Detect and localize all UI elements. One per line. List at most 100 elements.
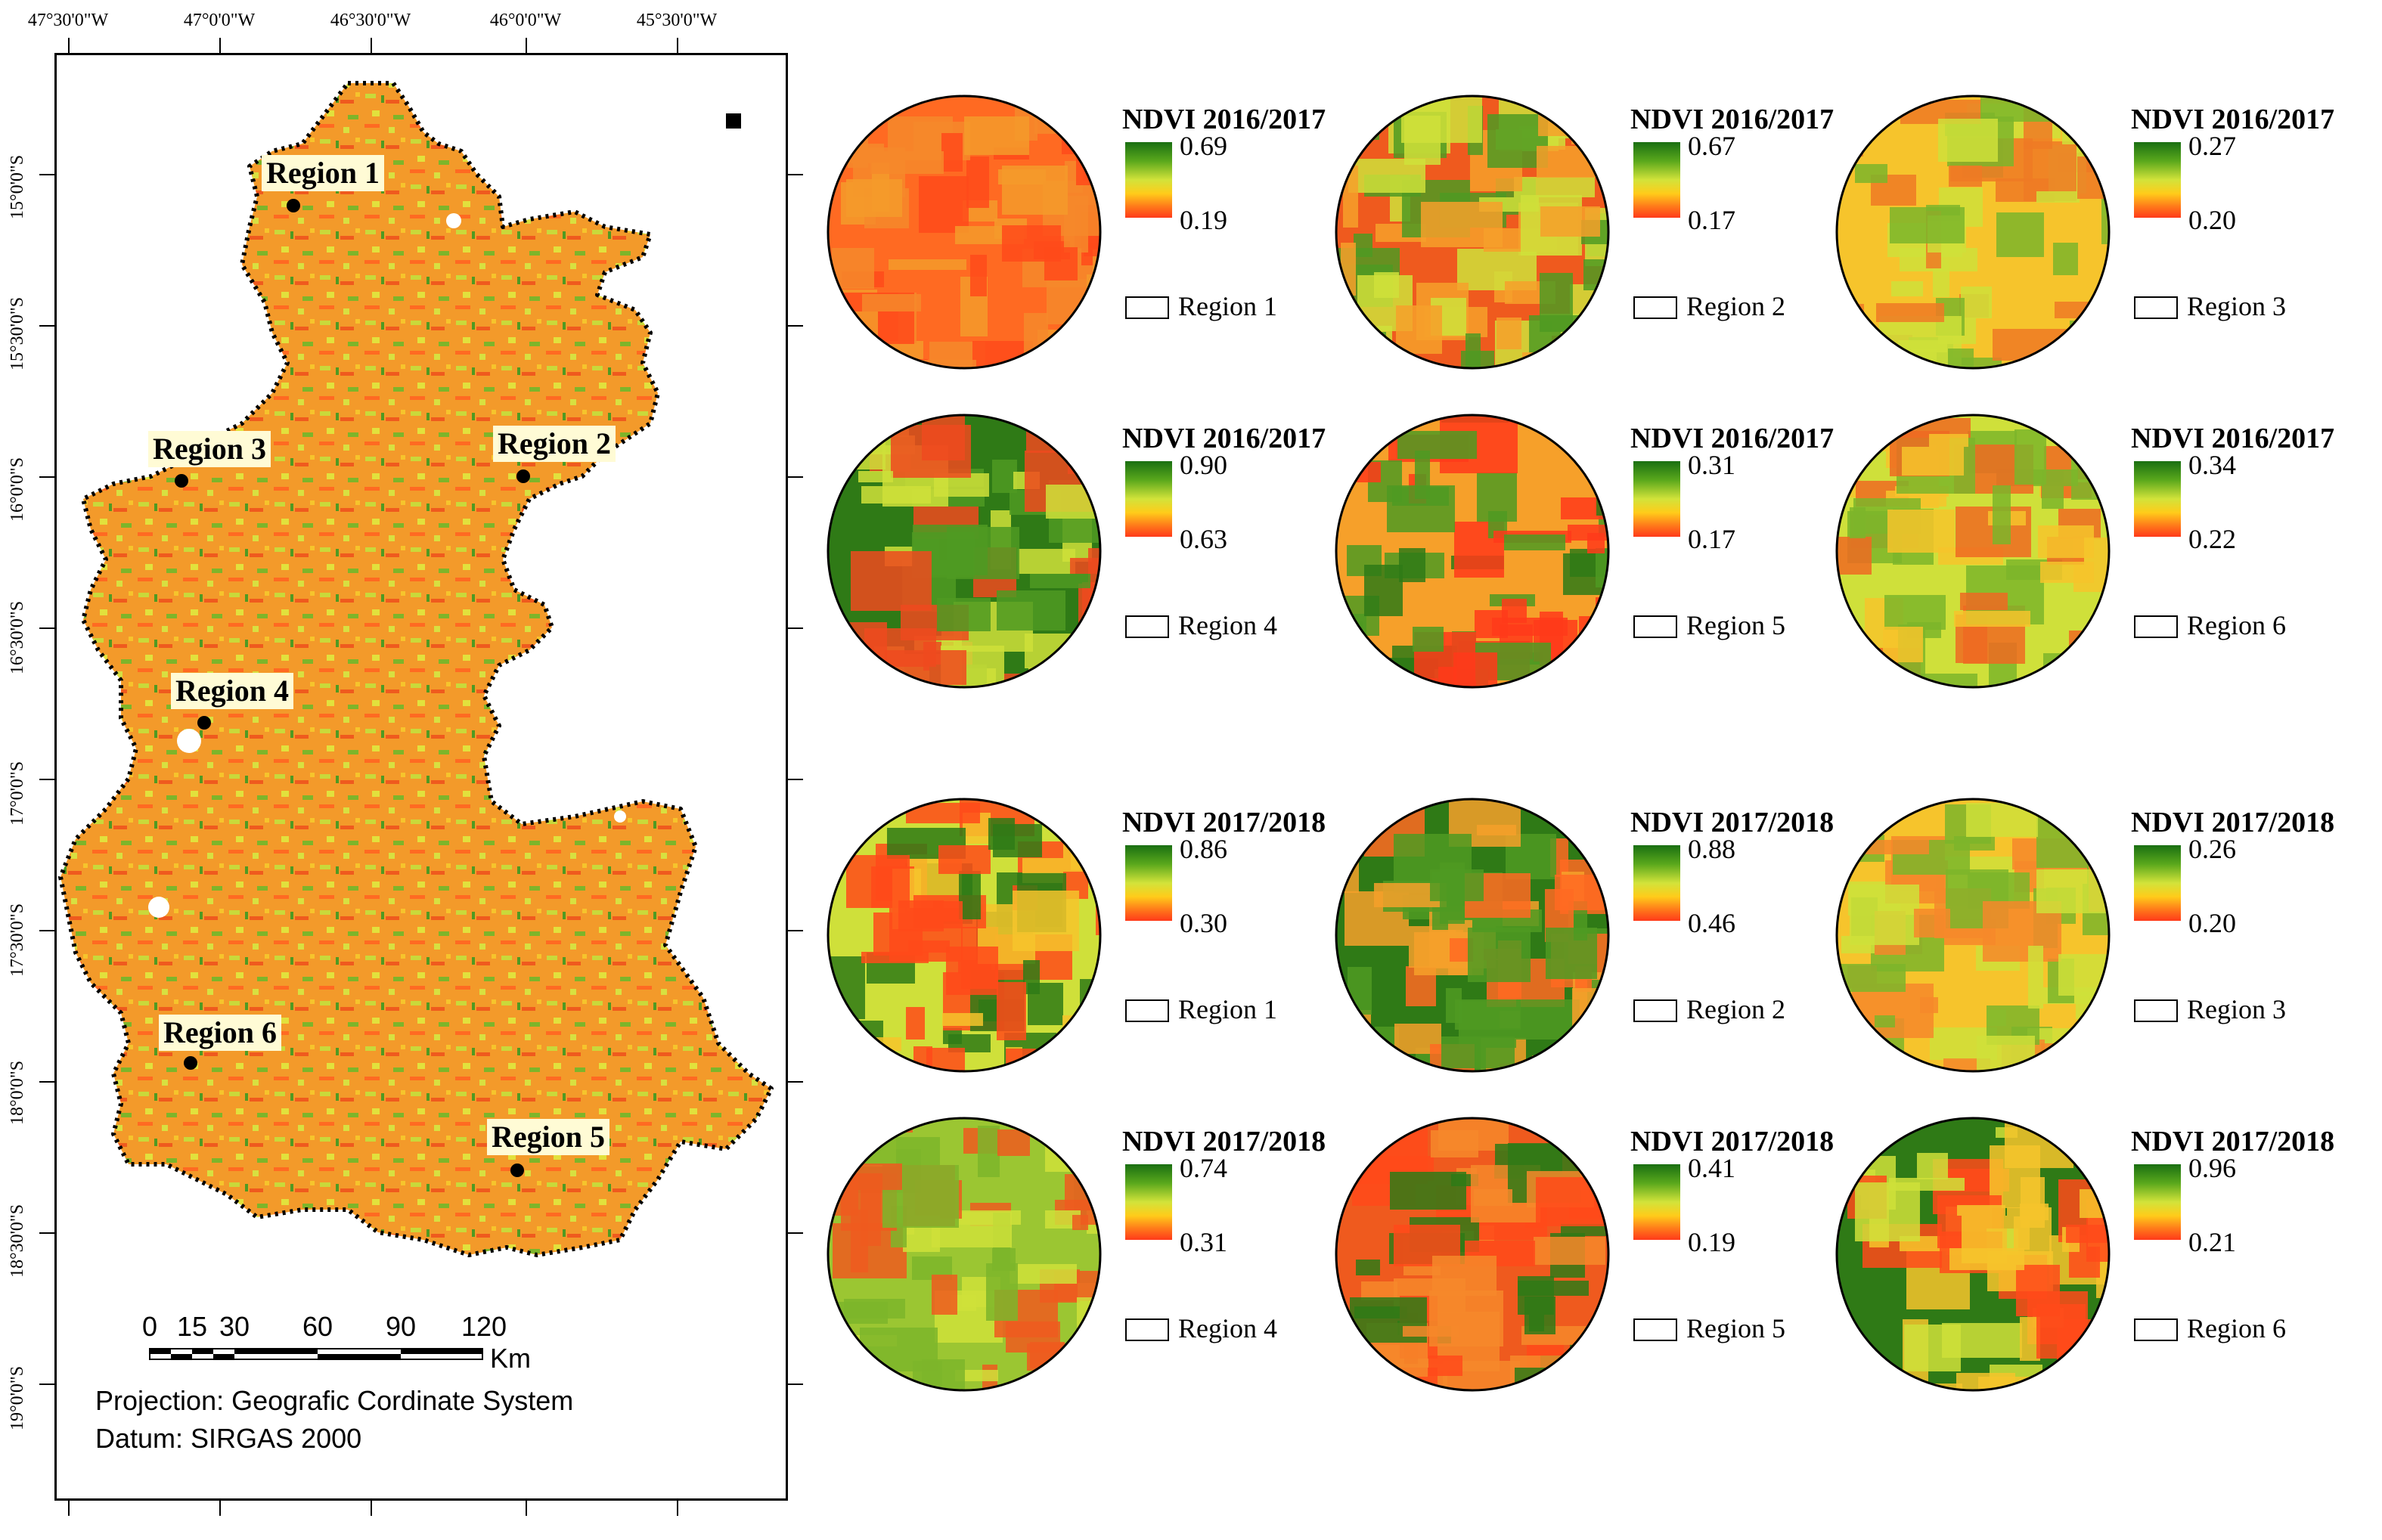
grid-tick [788,325,803,327]
legend-max-value: 0.67 [1688,131,1735,161]
grid-tick [788,930,803,931]
grid-tick [788,1232,803,1234]
ndvi-circle-map [827,95,1102,370]
ndvi-panel: NDVI 2017/2018 0.74 0.31 Region 4 [820,1105,1349,1415]
lon-label-3: 46°30'0"W [330,11,411,30]
ndvi-color-ramp [1633,845,1680,921]
lon-label-4: 46°0'0"W [489,11,562,30]
region-label-1: Region 1 [262,155,384,191]
region-swatch [1125,1318,1169,1341]
scale-bar [149,1348,483,1360]
panel-title: NDVI 2017/2018 [1122,807,1326,838]
region-point [175,474,188,488]
grid-tick [371,1501,372,1516]
legend-max-value: 0.27 [2188,131,2236,161]
grid-tick [788,476,803,478]
ndvi-color-ramp [1633,1164,1680,1240]
ndvi-color-ramp [1125,142,1172,218]
region-swatch [1125,615,1169,638]
panel-title: NDVI 2017/2018 [1630,1126,1835,1157]
panel-title: NDVI 2016/2017 [1630,104,1835,135]
grid-tick [39,627,54,629]
region-legend-label: Region 3 [2187,994,2286,1024]
legend-max-value: 0.74 [1180,1153,1227,1183]
panel-title: NDVI 2017/2018 [2131,1126,2335,1157]
legend-max-value: 0.26 [2188,834,2236,864]
grid-tick [68,38,70,53]
ndvi-color-ramp [1633,142,1680,218]
grid-tick [39,930,54,931]
ndvi-panel: NDVI 2016/2017 0.69 0.19 Region 1 [820,83,1349,393]
region-legend-label: Region 5 [1686,610,1785,640]
region-point [184,1056,197,1070]
ndvi-panel: NDVI 2016/2017 0.67 0.17 Region 2 [1328,83,1857,393]
region-legend-label: Region 5 [1686,1313,1785,1343]
region-label-2: Region 2 [493,426,616,462]
ndvi-panel: NDVI 2017/2018 0.26 0.20 Region 3 [1828,786,2358,1096]
legend-min-value: 0.17 [1688,205,1735,235]
scale-number: 90 [385,1311,417,1342]
ndvi-panel: NDVI 2016/2017 0.27 0.20 Region 3 [1828,83,2358,393]
ndvi-circle-map [1835,1117,2111,1392]
legend-min-value: 0.19 [1688,1227,1735,1257]
grid-tick [219,38,221,53]
grid-tick [371,38,372,53]
legend-min-value: 0.22 [2188,524,2236,554]
ndvi-color-ramp [2134,1164,2181,1240]
region-swatch [2134,615,2178,638]
panel-title: NDVI 2017/2018 [1630,807,1835,838]
scale-number: 30 [219,1311,250,1342]
ndvi-circle-map [1335,798,1610,1073]
ndvi-color-ramp [2134,142,2181,218]
region-swatch [1633,615,1677,638]
panel-title: NDVI 2016/2017 [2131,423,2335,454]
legend-max-value: 0.90 [1180,450,1227,480]
legend-max-value: 0.88 [1688,834,1735,864]
scale-number: 0 [141,1311,158,1342]
legend-max-value: 0.96 [2188,1153,2236,1183]
panel-title: NDVI 2016/2017 [1122,423,1326,454]
region-swatch [1125,296,1169,319]
ndvi-circle-map [1835,414,2111,689]
panel-title: NDVI 2016/2017 [2131,104,2335,135]
legend-max-value: 0.41 [1688,1153,1735,1183]
grid-tick [39,1384,54,1385]
legend-min-value: 0.30 [1180,908,1227,938]
ndvi-panel: NDVI 2017/2018 0.41 0.19 Region 5 [1328,1105,1857,1415]
ndvi-color-ramp [1125,461,1172,537]
region-legend-label: Region 6 [2187,1313,2286,1343]
scale-number: 15 [176,1311,208,1342]
grid-tick [39,325,54,327]
ndvi-panel: NDVI 2016/2017 0.34 0.22 Region 6 [1828,402,2358,712]
ndvi-circle-map [827,1117,1102,1392]
ndvi-circle-map [1335,414,1610,689]
grid-tick [788,627,803,629]
ndvi-color-ramp [2134,461,2181,537]
legend-min-value: 0.21 [2188,1227,2236,1257]
ndvi-panel: NDVI 2017/2018 0.88 0.46 Region 2 [1328,786,1857,1096]
ndvi-circle-map [1335,1117,1610,1392]
ndvi-color-ramp [2134,845,2181,921]
grid-tick [219,1501,221,1516]
region-swatch [2134,999,2178,1022]
legend-min-value: 0.63 [1180,524,1227,554]
region-label-4: Region 4 [171,673,293,709]
grid-tick [39,779,54,780]
region-swatch [2134,1318,2178,1341]
ndvi-circle-map [827,414,1102,689]
region-label-3: Region 3 [148,431,271,467]
region-legend-label: Region 1 [1178,291,1277,321]
panel-title: NDVI 2016/2017 [1122,104,1326,135]
region-label-6: Region 6 [159,1015,281,1051]
ndvi-panel: NDVI 2016/2017 0.31 0.17 Region 5 [1328,402,1857,712]
grid-tick [68,1501,70,1516]
legend-min-value: 0.19 [1180,205,1227,235]
grid-tick [788,1384,803,1385]
region-legend-label: Region 2 [1686,994,1785,1024]
study-area-boundary [58,81,774,1257]
legend-max-value: 0.86 [1180,834,1227,864]
region-point [287,199,300,212]
region-swatch [1125,999,1169,1022]
grid-tick [788,779,803,780]
region-legend-label: Region 2 [1686,291,1785,321]
